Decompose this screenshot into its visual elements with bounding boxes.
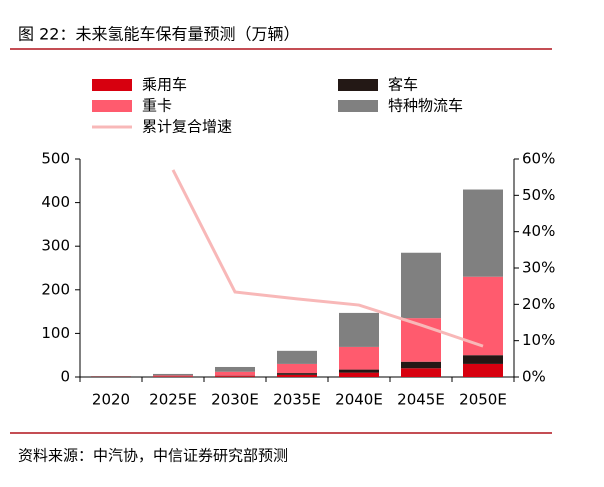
legend-swatch <box>92 79 132 91</box>
y2-tick-label: 10% <box>522 331 555 349</box>
bar <box>277 363 317 374</box>
y-tick-label: 500 <box>41 150 70 168</box>
bar <box>215 371 255 376</box>
bar <box>277 373 317 375</box>
y2-tick-label: 30% <box>522 259 555 277</box>
y2-tick-label: 40% <box>522 222 555 240</box>
bar <box>463 276 503 356</box>
y-tick-label: 0 <box>60 368 70 386</box>
legend-label: 特种物流车 <box>388 97 463 115</box>
bar <box>463 355 503 364</box>
legend-label: 重卡 <box>142 97 172 115</box>
legend-swatch <box>338 79 378 91</box>
bar <box>401 252 441 319</box>
x-tick-label: 2025E <box>149 391 197 409</box>
source: 资料来源：中汽协，中信证券研究部预测 <box>18 447 288 465</box>
y2-tick-label: 60% <box>522 150 555 168</box>
y-tick-label: 400 <box>41 193 70 211</box>
bar <box>339 312 379 347</box>
legend-label: 乘用车 <box>142 76 187 94</box>
legend-swatch <box>92 100 132 112</box>
bar <box>153 375 193 377</box>
bar <box>339 369 379 373</box>
bar <box>401 368 441 377</box>
x-tick-label: 2045E <box>397 391 445 409</box>
legend-label: 客车 <box>388 76 418 94</box>
bar <box>277 350 317 364</box>
bar <box>153 373 193 376</box>
x-tick-label: 2035E <box>273 391 321 409</box>
y2-tick-label: 0% <box>522 368 546 386</box>
line <box>171 169 484 348</box>
bar <box>463 363 503 377</box>
bar <box>401 361 441 369</box>
x-tick-label: 2020 <box>92 391 130 409</box>
y2-tick-label: 50% <box>522 186 555 204</box>
x-tick-label: 2030E <box>211 391 259 409</box>
y-tick-label: 300 <box>41 237 70 255</box>
bar <box>215 376 255 377</box>
bar <box>215 366 255 372</box>
bar <box>339 346 379 370</box>
y-tick-label: 100 <box>41 324 70 342</box>
bar <box>339 372 379 377</box>
x-tick-label: 2050E <box>459 391 507 409</box>
x-tick-label: 2040E <box>335 391 383 409</box>
bar <box>277 374 317 377</box>
y-tick-label: 200 <box>41 280 70 298</box>
y2-tick-label: 20% <box>522 295 555 313</box>
legend-label: 累计复合增速 <box>142 118 232 136</box>
page-title: 图 22：未来氢能车保有量预测（万辆） <box>18 25 299 44</box>
bar <box>463 189 503 277</box>
legend-swatch <box>338 100 378 112</box>
